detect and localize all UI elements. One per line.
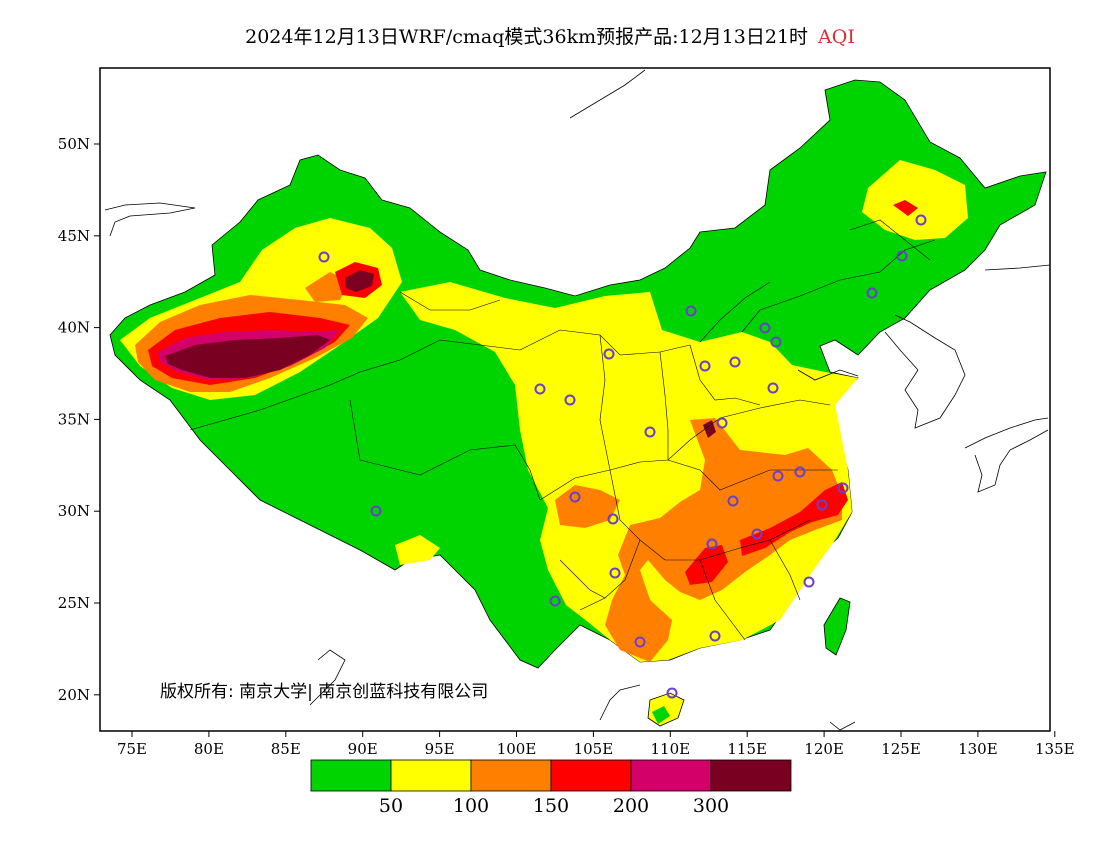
- station-marker: [699, 360, 711, 372]
- lon-tick-label: 105E: [574, 740, 614, 758]
- legend-label: 300: [693, 795, 729, 817]
- station-marker: [318, 251, 330, 263]
- map-title: 2024年12月13日WRF/cmaq模式36km预报产品:12月13日21时 A…: [0, 22, 1100, 49]
- lon-tick-label: 95E: [425, 740, 455, 758]
- hainan-core: [652, 706, 670, 724]
- taiwan-island: [823, 597, 851, 656]
- station-marker: [706, 538, 718, 550]
- station-marker: [816, 499, 828, 511]
- station-marker: [609, 567, 621, 579]
- station-marker: [607, 513, 619, 525]
- legend-swatch: [390, 759, 472, 792]
- lat-tick-label: 25N: [58, 594, 90, 612]
- station-marker: [666, 687, 678, 699]
- station-marker: [549, 595, 561, 607]
- aqi-legend: 50 100 150 200 300: [310, 759, 792, 817]
- lon-tick-label: 80E: [194, 740, 224, 758]
- lat-tick-label: 50N: [58, 135, 90, 153]
- legend-swatch: [470, 759, 552, 792]
- legend-swatch: [550, 759, 632, 792]
- station-marker: [727, 495, 739, 507]
- title-main: 2024年12月13日WRF/cmaq模式36km预报产品:12月13日21时: [245, 26, 809, 48]
- lon-tick-label: 125E: [881, 740, 921, 758]
- aqi-yellow-sichuan-edge: [395, 535, 440, 565]
- aqi-red-northeast: [893, 200, 918, 216]
- station-marker: [767, 382, 779, 394]
- station-marker: [603, 348, 615, 360]
- lon-tick-label: 85E: [271, 740, 301, 758]
- station-marker: [644, 426, 656, 438]
- legend-label: 50: [379, 795, 403, 817]
- station-marker: [370, 505, 382, 517]
- lon-tick-label: 130E: [958, 740, 998, 758]
- aqi-yellow-northeast: [862, 160, 968, 240]
- aqi-maroon-tarim: [165, 335, 330, 378]
- aqi-maroon-urumqi: [345, 270, 374, 292]
- station-marker: [837, 482, 849, 494]
- longitude-axis: 75E 80E 85E 90E 95E 100E 105E 110E 115E 120E 125E 1…: [117, 731, 1075, 758]
- latitude-axis: 50N 45N 40N 35N 30N 25N 20N: [58, 135, 100, 704]
- station-marker: [534, 383, 546, 395]
- lat-tick-label: 30N: [58, 502, 90, 520]
- aqi-maroon-henan: [703, 420, 716, 438]
- station-marker: [729, 356, 741, 368]
- lat-tick-label: 35N: [58, 410, 90, 428]
- lat-tick-label: 20N: [58, 686, 90, 704]
- station-marker: [794, 466, 806, 478]
- station-marker: [709, 630, 721, 642]
- legend-swatch: [310, 759, 392, 792]
- legend-label: 100: [453, 795, 489, 817]
- station-marker: [770, 336, 782, 348]
- station-marker: [772, 470, 784, 482]
- station-marker: [685, 305, 697, 317]
- lon-tick-label: 75E: [117, 740, 147, 758]
- aqi-orange-central: [605, 418, 842, 662]
- copyright-text: 版权所有: 南京大学| 南京创蓝科技有限公司: [160, 682, 488, 702]
- legend-swatch: [710, 759, 792, 792]
- neighbor-coastlines: [104, 69, 1050, 731]
- station-marker: [716, 417, 728, 429]
- lon-tick-label: 100E: [497, 740, 537, 758]
- station-marker: [751, 528, 763, 540]
- lon-tick-label: 110E: [651, 740, 691, 758]
- lon-tick-label: 90E: [348, 740, 378, 758]
- title-aqi-label: AQI: [818, 26, 855, 48]
- station-marker: [896, 250, 908, 262]
- lon-tick-label: 115E: [727, 740, 767, 758]
- lat-tick-label: 40N: [58, 319, 90, 337]
- station-marker: [866, 287, 878, 299]
- lon-tick-label: 120E: [804, 740, 844, 758]
- lat-tick-label: 45N: [58, 227, 90, 245]
- legend-label: 200: [613, 795, 649, 817]
- legend-label: 150: [533, 795, 569, 817]
- station-marker: [569, 491, 581, 503]
- lon-tick-label: 135E: [1035, 740, 1075, 758]
- legend-swatch: [630, 759, 712, 792]
- station-marker: [759, 322, 771, 334]
- station-marker: [564, 394, 576, 406]
- station-marker: [915, 214, 927, 226]
- station-marker: [803, 576, 815, 588]
- province-boundaries: [189, 219, 936, 641]
- station-markers: [318, 214, 927, 699]
- station-marker: [634, 636, 646, 648]
